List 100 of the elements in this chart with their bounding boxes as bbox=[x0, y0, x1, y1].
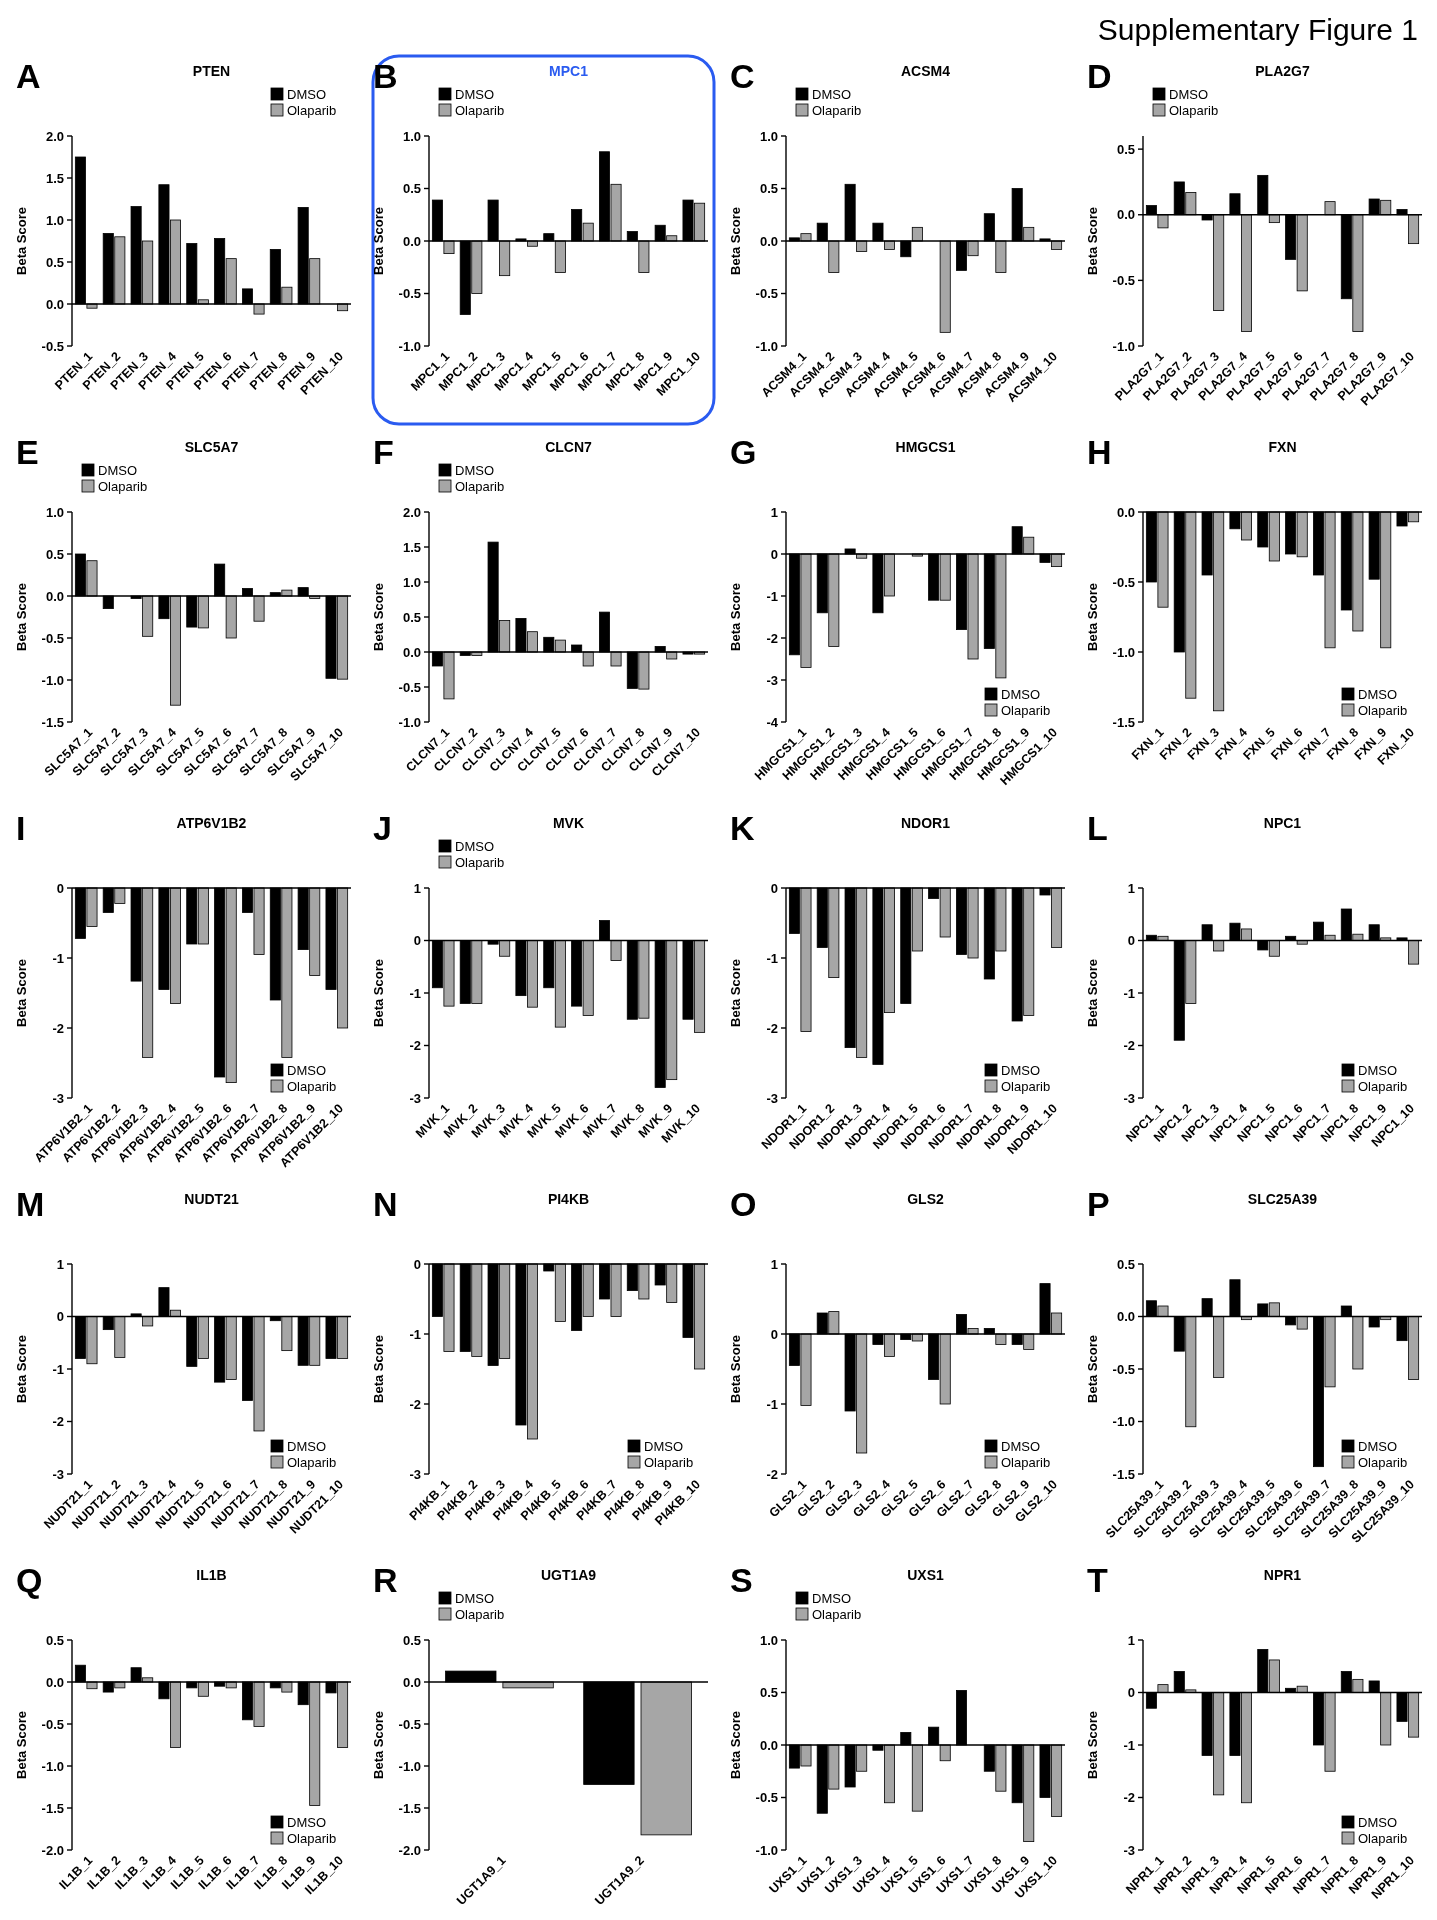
y-tick-label: 1.0 bbox=[402, 574, 421, 590]
legend-label: DMSO bbox=[1001, 686, 1040, 702]
legend-label: Olaparib bbox=[644, 1454, 694, 1470]
legend-label: Olaparib bbox=[1001, 1454, 1051, 1470]
y-tick-label: -2 bbox=[766, 1466, 778, 1482]
y-tick-label: -2 bbox=[409, 1396, 421, 1412]
y-tick-label: -1.0 bbox=[41, 1758, 64, 1774]
y-tick-label: -1.0 bbox=[755, 338, 778, 354]
y-tick-label: 0.0 bbox=[759, 233, 778, 249]
y-tick-label: -0.5 bbox=[755, 1790, 778, 1806]
y-axis-title: Beta Score bbox=[371, 583, 386, 651]
y-tick-label: 0 bbox=[56, 880, 64, 896]
y-tick-label: 0.5 bbox=[402, 1632, 421, 1648]
y-tick-label: 1.5 bbox=[402, 539, 421, 555]
y-tick-label: 0.5 bbox=[1116, 141, 1135, 157]
y-tick-label: 0.5 bbox=[1116, 1256, 1135, 1272]
y-axis-title: Beta Score bbox=[1085, 1335, 1100, 1403]
y-axis-title: Beta Score bbox=[14, 207, 29, 275]
y-axis-title: Beta Score bbox=[371, 207, 386, 275]
y-axis-title: Beta Score bbox=[14, 1711, 29, 1779]
y-tick-label: 0 bbox=[413, 1256, 421, 1272]
y-tick-label: -0.5 bbox=[398, 286, 421, 302]
y-tick-label: -1.0 bbox=[41, 672, 64, 688]
text: N bbox=[373, 1185, 398, 1223]
chart-title: PTEN bbox=[192, 63, 231, 79]
legend-label: DMSO bbox=[1358, 1062, 1397, 1078]
legend-label: Olaparib bbox=[1358, 1454, 1408, 1470]
legend-label: DMSO bbox=[98, 462, 137, 478]
y-axis-title: Beta Score bbox=[728, 1711, 743, 1779]
y-tick-label: 0 bbox=[770, 880, 778, 896]
y-axis-title: Beta Score bbox=[371, 959, 386, 1027]
y-axis-title: Beta Score bbox=[728, 959, 743, 1027]
legend-label: Olaparib bbox=[287, 102, 337, 118]
y-tick-label: -3 bbox=[52, 1090, 64, 1106]
y-tick-label: -2.0 bbox=[41, 1842, 64, 1858]
chart-title: MVK bbox=[552, 815, 585, 831]
y-tick-label: 0.5 bbox=[759, 1685, 778, 1701]
y-tick-label: 1 bbox=[770, 1256, 778, 1272]
chart-title: IL1B bbox=[196, 1567, 227, 1583]
y-tick-label: 0.5 bbox=[45, 254, 64, 270]
y-tick-label: 0.0 bbox=[45, 296, 64, 312]
text: M bbox=[16, 1185, 45, 1223]
text: E bbox=[16, 433, 39, 471]
y-tick-label: -0.5 bbox=[1112, 574, 1135, 590]
y-tick-label: -1.0 bbox=[1112, 338, 1135, 354]
legend-label: DMSO bbox=[455, 1590, 494, 1606]
legend-label: Olaparib bbox=[98, 478, 148, 494]
y-tick-label: 1.0 bbox=[402, 128, 421, 144]
y-tick-label: -0.5 bbox=[41, 338, 64, 354]
y-axis-title: Beta Score bbox=[1085, 207, 1100, 275]
y-tick-label: -1 bbox=[766, 588, 778, 604]
y-tick-label: -3 bbox=[52, 1466, 64, 1482]
text: H bbox=[1087, 433, 1112, 471]
y-axis-title: Beta Score bbox=[728, 207, 743, 275]
y-tick-label: 0 bbox=[413, 933, 421, 949]
legend-label: Olaparib bbox=[1358, 702, 1408, 718]
legend-label: DMSO bbox=[455, 838, 494, 854]
y-tick-label: -0.5 bbox=[1112, 272, 1135, 288]
text: L bbox=[1087, 809, 1108, 847]
y-axis-title: Beta Score bbox=[1085, 583, 1100, 651]
y-tick-label: 0.5 bbox=[402, 181, 421, 197]
legend-label: Olaparib bbox=[812, 102, 862, 118]
y-tick-label: 1 bbox=[56, 1256, 64, 1272]
y-tick-label: 1.0 bbox=[759, 1632, 778, 1648]
legend-label: DMSO bbox=[287, 1438, 326, 1454]
y-tick-label: -0.5 bbox=[1112, 1361, 1135, 1377]
legend-label: Olaparib bbox=[287, 1454, 337, 1470]
chart-title: FXN bbox=[1268, 439, 1297, 455]
y-tick-label: 0 bbox=[770, 546, 778, 562]
y-tick-label: -1.0 bbox=[1112, 644, 1135, 660]
text: R bbox=[373, 1561, 398, 1599]
legend-label: Olaparib bbox=[1169, 102, 1219, 118]
y-tick-label: 0.0 bbox=[45, 1674, 64, 1690]
y-tick-label: 0 bbox=[770, 1326, 778, 1342]
y-tick-label: 0.0 bbox=[402, 233, 421, 249]
text: T bbox=[1087, 1561, 1108, 1599]
y-tick-label: -1.0 bbox=[398, 338, 421, 354]
chart-title: NDOR1 bbox=[900, 815, 951, 831]
y-tick-label: 0.0 bbox=[402, 644, 421, 660]
y-axis-title: Beta Score bbox=[14, 583, 29, 651]
legend-label: DMSO bbox=[455, 86, 494, 102]
y-tick-label: -2 bbox=[766, 1020, 778, 1036]
y-tick-label: -1.0 bbox=[1112, 1414, 1135, 1430]
y-tick-label: -1 bbox=[52, 950, 64, 966]
y-tick-label: 0.0 bbox=[759, 1737, 778, 1753]
y-tick-label: 1 bbox=[413, 880, 421, 896]
y-tick-label: -2 bbox=[766, 630, 778, 646]
legend-label: Olaparib bbox=[455, 478, 505, 494]
y-tick-label: -1 bbox=[766, 1396, 778, 1412]
y-tick-label: -3 bbox=[1123, 1090, 1135, 1106]
chart-title: ACSM4 bbox=[900, 63, 951, 79]
y-tick-label: -1 bbox=[1123, 1737, 1135, 1753]
legend-label: Olaparib bbox=[1001, 702, 1051, 718]
chart-title: MPC1 bbox=[549, 63, 589, 79]
y-tick-label: -3 bbox=[409, 1466, 421, 1482]
y-tick-label: 0 bbox=[56, 1309, 64, 1325]
chart-title: UGT1A9 bbox=[540, 1567, 597, 1583]
text: F bbox=[373, 433, 394, 471]
legend-label: Olaparib bbox=[812, 1606, 862, 1622]
y-tick-label: 0.0 bbox=[402, 1674, 421, 1690]
